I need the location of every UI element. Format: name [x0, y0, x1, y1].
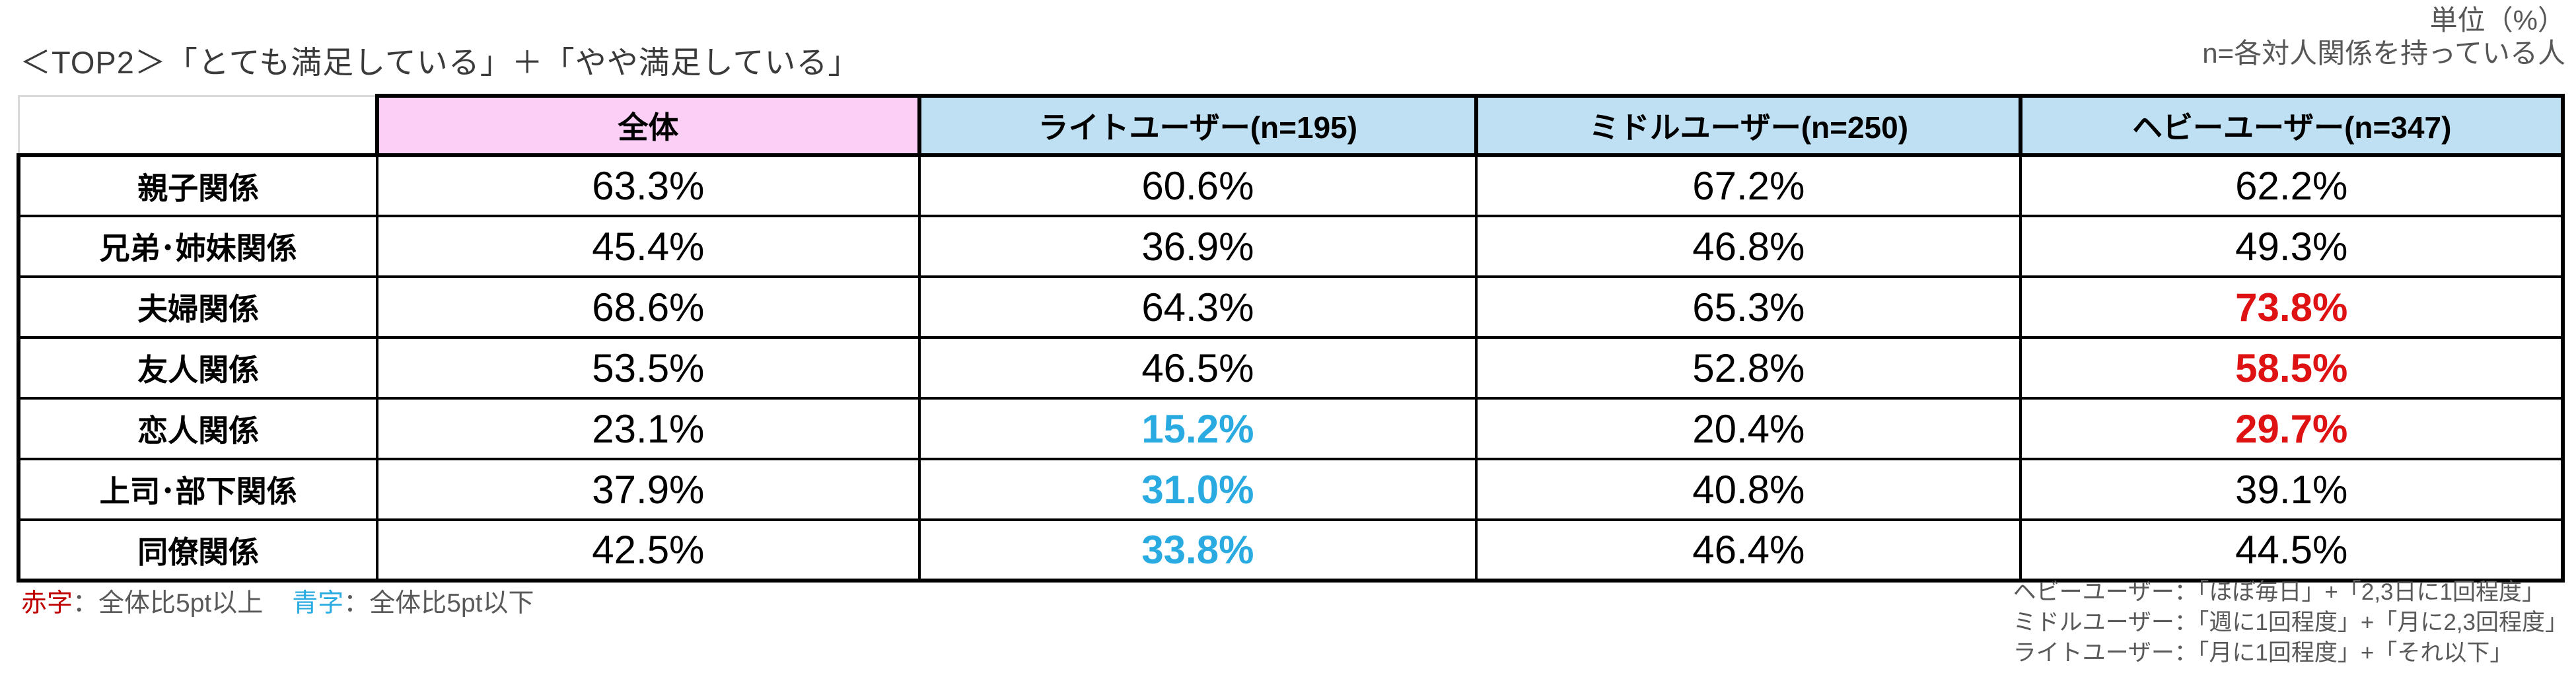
value-cell: 23.1% [376, 397, 921, 460]
unit-notes: 単位（%） n=各対人関係を持っている人 [2202, 4, 2565, 71]
value-cell: 42.5% [376, 518, 921, 583]
table-row-boss-subordinate: 上司･部下関係 37.9% 31.0% 40.8% 39.1% [16, 458, 2565, 521]
value-cell: 39.1% [2019, 458, 2565, 521]
column-header-light-user: ライトユーザー(n=195) [917, 94, 1479, 157]
value-cell: 64.3% [917, 275, 1478, 339]
legend-blue-term: 青字 [292, 589, 344, 618]
value-cell: 46.5% [917, 336, 1478, 400]
value-cell: 31.0% [917, 458, 1478, 521]
row-label: 兄弟･姉妹関係 [16, 215, 379, 278]
value-cell: 29.7% [2019, 397, 2565, 460]
value-cell: 20.4% [1475, 397, 2022, 460]
unit-note: 単位（%） [2429, 5, 2565, 36]
column-header-heavy-user: ヘビーユーザー(n=347) [2019, 94, 2565, 157]
page-title: ＜TOP2＞「とても満足している」＋「やや満足している」 [20, 45, 860, 80]
value-cell: 63.3% [376, 154, 921, 217]
table-row-romantic-partner: 恋人関係 23.1% 15.2% 20.4% 29.7% [16, 397, 2565, 460]
row-label: 上司･部下関係 [16, 458, 379, 521]
value-cell: 44.5% [2019, 518, 2565, 583]
user-segment-definitions: ヘビーユーザー：「ほぼ毎日」+「2,3日に1回程度」 ミドルユーザー：「週に1回… [2013, 577, 2568, 669]
table-header-row: 全体 ライトユーザー(n=195) ミドルユーザー(n=250) ヘビーユーザー… [17, 94, 2565, 157]
value-cell: 67.2% [1475, 154, 2022, 217]
row-label: 友人関係 [16, 336, 379, 400]
value-cell: 68.6% [376, 275, 921, 339]
table-row-parent-child: 親子関係 63.3% 60.6% 67.2% 62.2% [16, 154, 2565, 217]
corner-cell [17, 94, 380, 157]
value-cell: 46.8% [1475, 215, 2022, 278]
table-row-friends: 友人関係 53.5% 46.5% 52.8% 58.5% [16, 336, 2565, 400]
value-cell: 62.2% [2019, 154, 2565, 217]
table-row-colleagues: 同僚関係 42.5% 33.8% 46.4% 44.5% [16, 518, 2565, 583]
value-cell: 45.4% [376, 215, 921, 278]
legend-red-desc: ：全体比5pt以上 [73, 589, 264, 618]
row-label: 恋人関係 [16, 397, 379, 460]
value-cell: 49.3% [2019, 215, 2565, 278]
value-cell: 46.4% [1475, 518, 2022, 583]
legend-red-term: 赤字 [21, 589, 73, 618]
value-cell: 40.8% [1475, 458, 2022, 521]
value-cell: 53.5% [376, 336, 921, 400]
definition-heavy-user: ヘビーユーザー：「ほぼ毎日」+「2,3日に1回程度」 [2013, 579, 2545, 605]
table-row-siblings: 兄弟･姉妹関係 45.4% 36.9% 46.8% 49.3% [16, 215, 2565, 278]
column-header-middle-user: ミドルユーザー(n=250) [1474, 94, 2023, 157]
value-cell: 33.8% [917, 518, 1478, 583]
table-row-married-couple: 夫婦関係 68.6% 64.3% 65.3% 73.8% [16, 275, 2565, 339]
value-cell: 36.9% [917, 215, 1478, 278]
satisfaction-table: 全体 ライトユーザー(n=195) ミドルユーザー(n=250) ヘビーユーザー… [16, 94, 2565, 583]
value-cell: 52.8% [1475, 336, 2022, 400]
row-label: 同僚関係 [16, 518, 379, 583]
color-legend: 赤字：全体比5pt以上 青字：全体比5pt以下 [21, 583, 534, 620]
definition-middle-user: ミドルユーザー：「週に1回程度」+「月に2,3回程度」 [2013, 610, 2568, 636]
definition-light-user: ライトユーザー：「月に1回程度」+「それ以下」 [2013, 640, 2513, 666]
value-cell: 73.8% [2019, 275, 2565, 339]
row-label: 夫婦関係 [16, 275, 379, 339]
value-cell: 65.3% [1475, 275, 2022, 339]
row-label: 親子関係 [16, 154, 379, 217]
value-cell: 15.2% [917, 397, 1478, 460]
column-header-total: 全体 [375, 94, 921, 157]
n-note: n=各対人関係を持っている人 [2202, 38, 2565, 69]
value-cell: 37.9% [376, 458, 921, 521]
value-cell: 58.5% [2019, 336, 2565, 400]
value-cell: 60.6% [917, 154, 1478, 217]
legend-blue-desc: ：全体比5pt以下 [343, 589, 534, 618]
